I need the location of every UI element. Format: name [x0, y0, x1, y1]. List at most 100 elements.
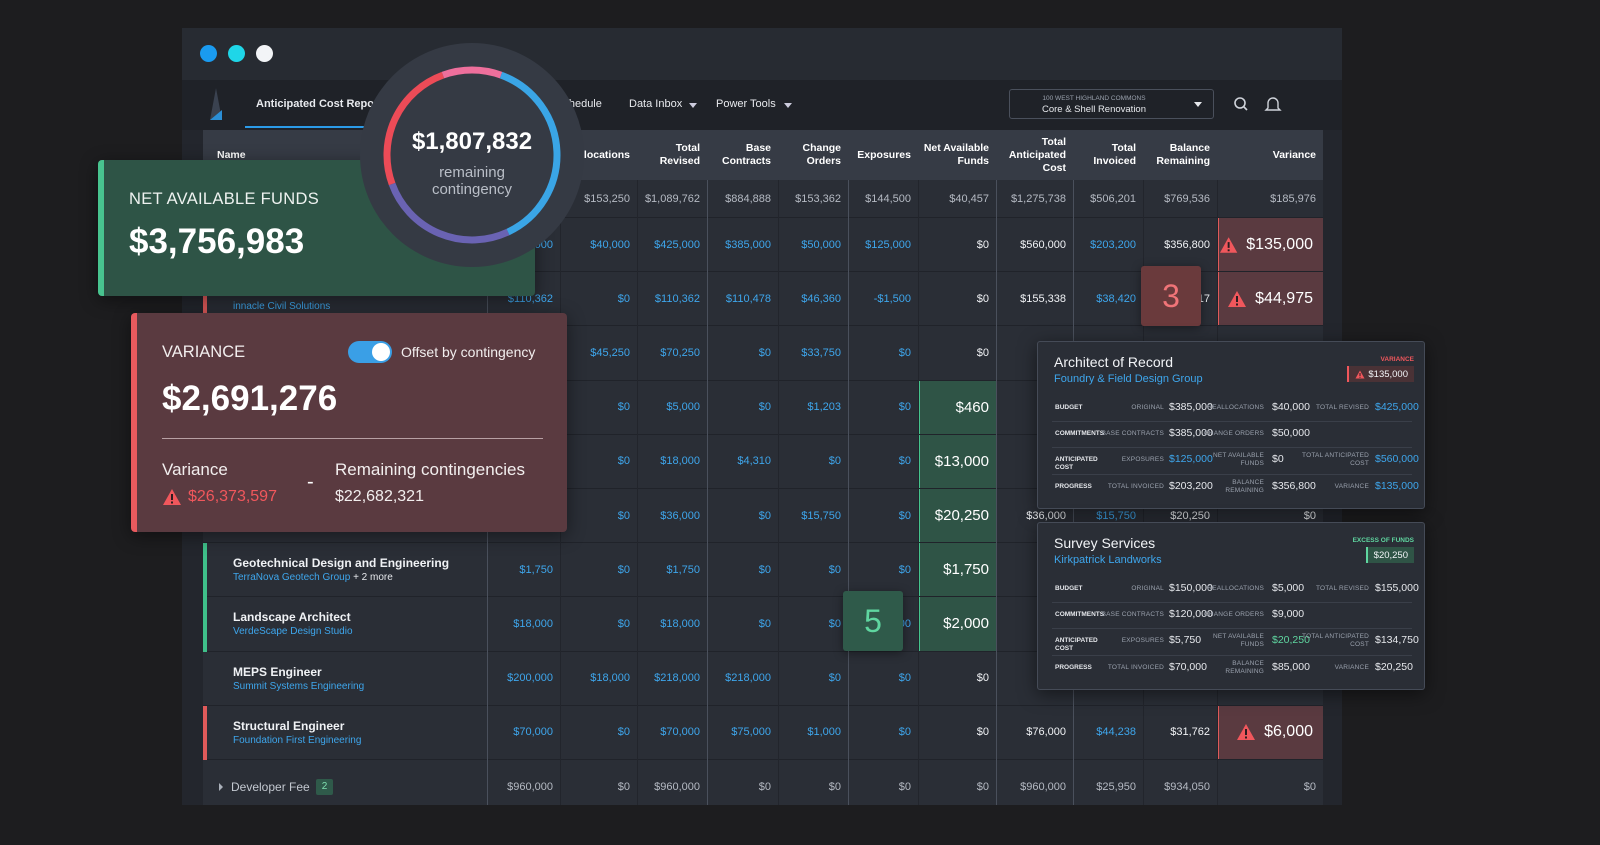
nav-tab[interactable]: Data Inbox: [629, 98, 683, 110]
cell-value[interactable]: $18,000: [513, 617, 553, 630]
company-link[interactable]: Foundation First Engineering: [233, 734, 362, 746]
cell-value[interactable]: $50,000: [801, 238, 841, 251]
popover-company[interactable]: Kirkpatrick Landworks: [1054, 554, 1162, 566]
offset-toggle[interactable]: [348, 341, 392, 363]
dropdown-caret: [1194, 102, 1202, 107]
cell-value[interactable]: $0: [898, 509, 911, 522]
cell-value[interactable]: $218,000: [725, 672, 771, 685]
cell-value[interactable]: -$1,500: [873, 292, 911, 305]
table-cell: $200,000: [487, 652, 560, 705]
cell-value[interactable]: $0: [758, 617, 771, 630]
cell-value[interactable]: $0: [758, 563, 771, 576]
cell-value[interactable]: $0: [828, 617, 841, 630]
window-dot[interactable]: [256, 45, 273, 62]
row-divider: [203, 759, 1323, 760]
cell-value[interactable]: $0: [828, 455, 841, 468]
cell-value[interactable]: $0: [898, 726, 911, 739]
bell-icon[interactable]: [1264, 97, 1282, 111]
section-label: BUDGET: [1055, 404, 1083, 411]
cell-value[interactable]: $5,000: [666, 401, 700, 414]
cell-value[interactable]: $70,000: [660, 726, 700, 739]
table-cell: $44,975: [1217, 272, 1323, 326]
column-header: Exposures: [857, 148, 911, 161]
cell-value[interactable]: $40,000: [590, 238, 630, 251]
toolbar-icons[interactable]: [1233, 95, 1293, 115]
company-link[interactable]: VerdeScape Design Studio: [233, 626, 353, 638]
cell-value[interactable]: $18,000: [660, 455, 700, 468]
cell-value[interactable]: $70,250: [660, 346, 700, 359]
table-cell: $0: [848, 326, 918, 379]
cell-value[interactable]: $38,420: [1096, 292, 1136, 305]
cell-value[interactable]: $15,750: [1096, 509, 1136, 522]
column-header: Total Invoiced: [1093, 142, 1136, 167]
company-link[interactable]: Summit Systems Engineering: [233, 680, 365, 692]
window-dot[interactable]: [200, 45, 217, 62]
cell-value[interactable]: $0: [617, 455, 630, 468]
contingency-amount: $1,807,832: [411, 128, 533, 155]
cell-value[interactable]: $33,750: [801, 346, 841, 359]
cell-value[interactable]: $0: [617, 509, 630, 522]
cell-value[interactable]: $36,000: [660, 509, 700, 522]
table-cell: $18,000: [637, 597, 707, 650]
cell-value[interactable]: $46,360: [801, 292, 841, 305]
cell-value[interactable]: $0: [898, 401, 911, 414]
cell-value[interactable]: $0: [617, 726, 630, 739]
window-dot[interactable]: [228, 45, 245, 62]
cell-value[interactable]: $18,000: [660, 617, 700, 630]
cell-value[interactable]: $0: [898, 563, 911, 576]
cell-value[interactable]: $0: [617, 563, 630, 576]
column-header: Net Available Funds: [923, 142, 989, 167]
table-cell: $0: [778, 597, 848, 650]
project-selector[interactable]: 100 WEST HIGHLAND COMMONS Core & Shell Re…: [1009, 89, 1214, 119]
cell-value[interactable]: $385,000: [725, 238, 771, 251]
row-name: MEPS Engineer: [233, 664, 322, 679]
cell-value[interactable]: $0: [758, 401, 771, 414]
cell-value[interactable]: $0: [617, 617, 630, 630]
cell-value[interactable]: $70,000: [513, 726, 553, 739]
cell-value[interactable]: $1,750: [666, 563, 700, 576]
cell-value[interactable]: $110,478: [725, 292, 771, 305]
cell-value[interactable]: $75,000: [731, 726, 771, 739]
cell-value[interactable]: $0: [898, 346, 911, 359]
cell-value[interactable]: $18,000: [590, 672, 630, 685]
cell-value[interactable]: $0: [617, 401, 630, 414]
cell-value[interactable]: $425,000: [654, 238, 700, 251]
cell-value[interactable]: $200,000: [507, 672, 553, 685]
ring-segment: [383, 71, 445, 186]
nav-tab[interactable]: Anticipated Cost Report: [256, 98, 382, 110]
search-icon[interactable]: [1234, 97, 1246, 109]
cell-value[interactable]: $15,750: [801, 509, 841, 522]
company-link[interactable]: TerraNova Geotech Group: [233, 572, 351, 584]
cell-value[interactable]: $45,250: [590, 346, 630, 359]
cell-value[interactable]: $1,000: [807, 726, 841, 739]
expand-caret[interactable]: [219, 783, 223, 792]
cell-value[interactable]: $0: [617, 292, 630, 305]
cell-value[interactable]: $0: [758, 509, 771, 522]
company-link[interactable]: innacle Civil Solutions: [233, 301, 331, 313]
cell-value[interactable]: $0: [828, 672, 841, 685]
table-cell: $1,750: [918, 543, 996, 597]
cell-value[interactable]: $218,000: [654, 672, 700, 685]
contingency-caption: remaining contingency: [431, 164, 513, 198]
cell-value[interactable]: $1,203: [807, 401, 841, 414]
cell-value[interactable]: $44,238: [1096, 726, 1136, 739]
column-line: [778, 180, 779, 805]
cell-value[interactable]: $4,310: [737, 455, 771, 468]
cell-value[interactable]: $0: [828, 563, 841, 576]
popover-company[interactable]: Foundry & Field Design Group: [1054, 373, 1203, 385]
cell-value[interactable]: $0: [898, 672, 911, 685]
cell-value[interactable]: $203,200: [1090, 238, 1136, 251]
cell-value[interactable]: $0: [898, 455, 911, 468]
logo[interactable]: [208, 88, 224, 122]
row-divider: [203, 379, 1323, 381]
cell-value[interactable]: $0: [758, 346, 771, 359]
more-link[interactable]: + 2 more: [353, 572, 393, 584]
cell-value[interactable]: $125,000: [865, 238, 911, 251]
column-header: Name: [217, 148, 246, 161]
popover-divider: [1052, 655, 1412, 656]
nav-tab[interactable]: Power Tools: [716, 98, 776, 110]
cell-value[interactable]: $1,750: [519, 563, 553, 576]
cell-value[interactable]: $110,362: [654, 292, 700, 305]
variance-label: Variance: [162, 460, 228, 479]
item-label: BALANCE REMAINING: [1225, 479, 1264, 494]
